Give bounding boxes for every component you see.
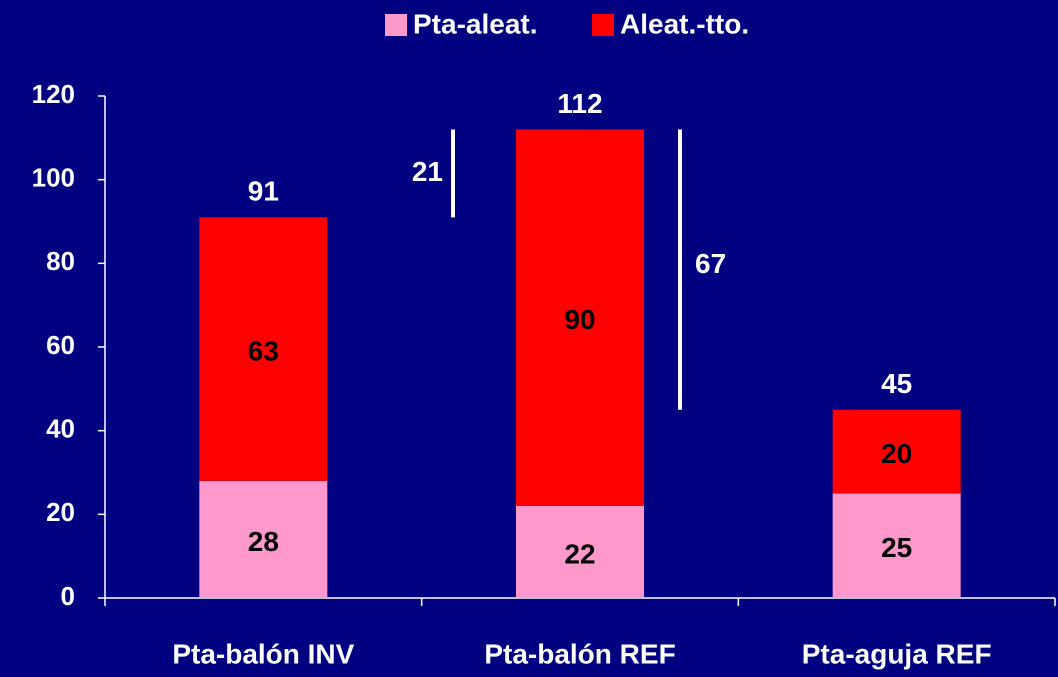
x-tick-label: Pta-aguja REF — [802, 638, 992, 669]
y-tick-label: 120 — [32, 79, 75, 109]
bar-segment — [199, 480, 328, 598]
bar-segment — [199, 217, 328, 481]
bar-segment — [832, 409, 961, 494]
value-label: 22 — [564, 538, 595, 569]
y-tick-label: 40 — [46, 414, 75, 444]
x-tick-label: Pta-balón INV — [172, 638, 354, 669]
bar-segment — [516, 505, 644, 598]
annotation-label: 67 — [695, 248, 726, 279]
total-label: 45 — [881, 368, 912, 399]
total-label: 112 — [557, 88, 602, 119]
legend-label: Pta-aleat. — [413, 8, 538, 39]
total-label: 91 — [248, 176, 279, 207]
bar-segment — [516, 129, 644, 506]
legend-label: Aleat.-tto. — [620, 8, 749, 39]
value-label: 90 — [564, 304, 595, 335]
y-tick-label: 100 — [32, 163, 75, 193]
y-tick-label: 60 — [46, 330, 75, 360]
value-label: 20 — [881, 438, 912, 469]
y-tick-label: 80 — [46, 246, 75, 276]
value-label: 25 — [881, 532, 912, 563]
y-tick-label: 0 — [61, 581, 75, 611]
bar-segment — [832, 493, 961, 598]
value-label: 28 — [248, 526, 279, 557]
legend-swatch — [592, 14, 614, 36]
value-label: 63 — [248, 335, 279, 366]
y-tick-label: 20 — [46, 497, 75, 527]
legend-swatch — [385, 14, 407, 36]
x-tick-label: Pta-balón REF — [484, 638, 675, 669]
annotation-label: 21 — [412, 156, 443, 187]
